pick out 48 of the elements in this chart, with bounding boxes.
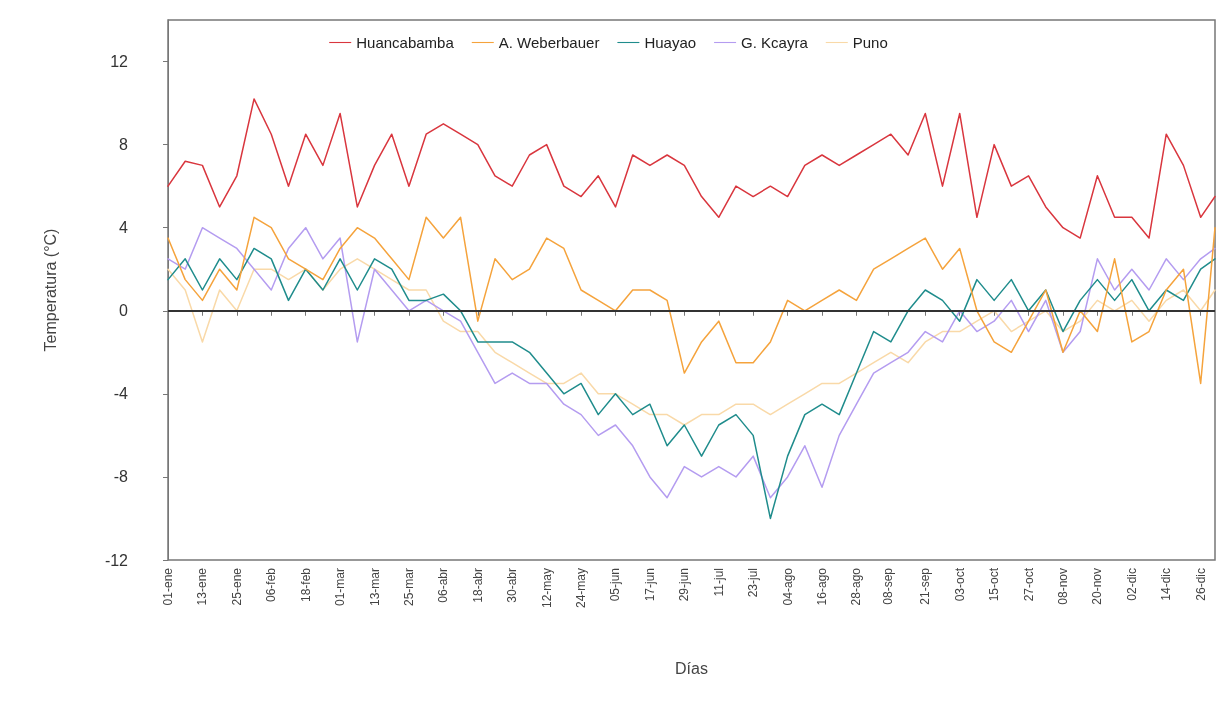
y-tick-label: 8 — [119, 136, 129, 154]
x-tick-label: 13-mar — [367, 568, 382, 607]
x-tick-label: 21-sep — [918, 567, 933, 605]
x-tick-label: 27-oct — [1021, 567, 1036, 602]
x-tick-label: 17-jun — [642, 568, 657, 602]
x-tick-label: 02-dic — [1124, 568, 1139, 601]
x-tick-label: 25-mar — [401, 568, 416, 607]
y-tick-label: -8 — [113, 468, 129, 486]
x-tick-label: 18-feb — [298, 567, 313, 603]
y-tick-label: 4 — [119, 219, 129, 237]
x-tick-label: 05-jun — [608, 568, 623, 602]
legend-label: A. Weberbauer — [498, 34, 600, 51]
x-tick-label: 11-jul — [711, 568, 726, 597]
x-tick-label: 26-dic — [1193, 568, 1208, 601]
legend-label: G. Kcayra — [741, 34, 809, 51]
x-tick-label: 15-oct — [987, 567, 1002, 602]
x-axis-title: Días — [675, 659, 708, 677]
x-tick-label: 23-jul — [746, 568, 761, 598]
x-tick-label: 16-ago — [815, 567, 830, 606]
y-tick-label: 12 — [110, 53, 129, 71]
x-tick-label: 06-abr — [436, 568, 451, 603]
legend-label: Huayao — [644, 34, 697, 51]
line-series — [167, 216, 1216, 385]
x-tick-label: 29-jun — [677, 568, 692, 602]
x-tick-label: 03-oct — [952, 567, 967, 602]
x-tick-label: 04-ago — [780, 567, 795, 606]
y-tick-label: 0 — [119, 302, 129, 320]
x-tick-label: 12-may — [539, 568, 554, 609]
x-tick-label: 08-sep — [880, 567, 895, 605]
line-series — [167, 258, 1216, 426]
x-tick-label: 28-ago — [849, 567, 864, 606]
y-tick-label: -12 — [104, 551, 129, 569]
x-tick-label: 30-abr — [505, 568, 520, 603]
x-tick-label: 20-nov — [1090, 568, 1105, 605]
y-axis-title: Temperatura (°C) — [41, 228, 59, 352]
line-series — [167, 98, 1216, 239]
legend-label: Huancabamba — [356, 34, 455, 51]
x-tick-label: 13-ene — [195, 567, 210, 606]
x-tick-label: 18-abr — [470, 568, 485, 603]
legend-label: Puno — [852, 34, 888, 51]
x-tick-label: 08-nov — [1055, 568, 1070, 605]
x-tick-label: 01-ene — [161, 567, 175, 606]
x-tick-label: 24-may — [574, 568, 589, 609]
x-tick-label: 06-feb — [264, 567, 279, 603]
x-tick-label: 01-mar — [333, 568, 348, 607]
x-tick-label: 14-dic — [1159, 568, 1174, 601]
y-tick-label: -4 — [113, 385, 129, 403]
x-tick-label: 25-ene — [229, 567, 244, 606]
